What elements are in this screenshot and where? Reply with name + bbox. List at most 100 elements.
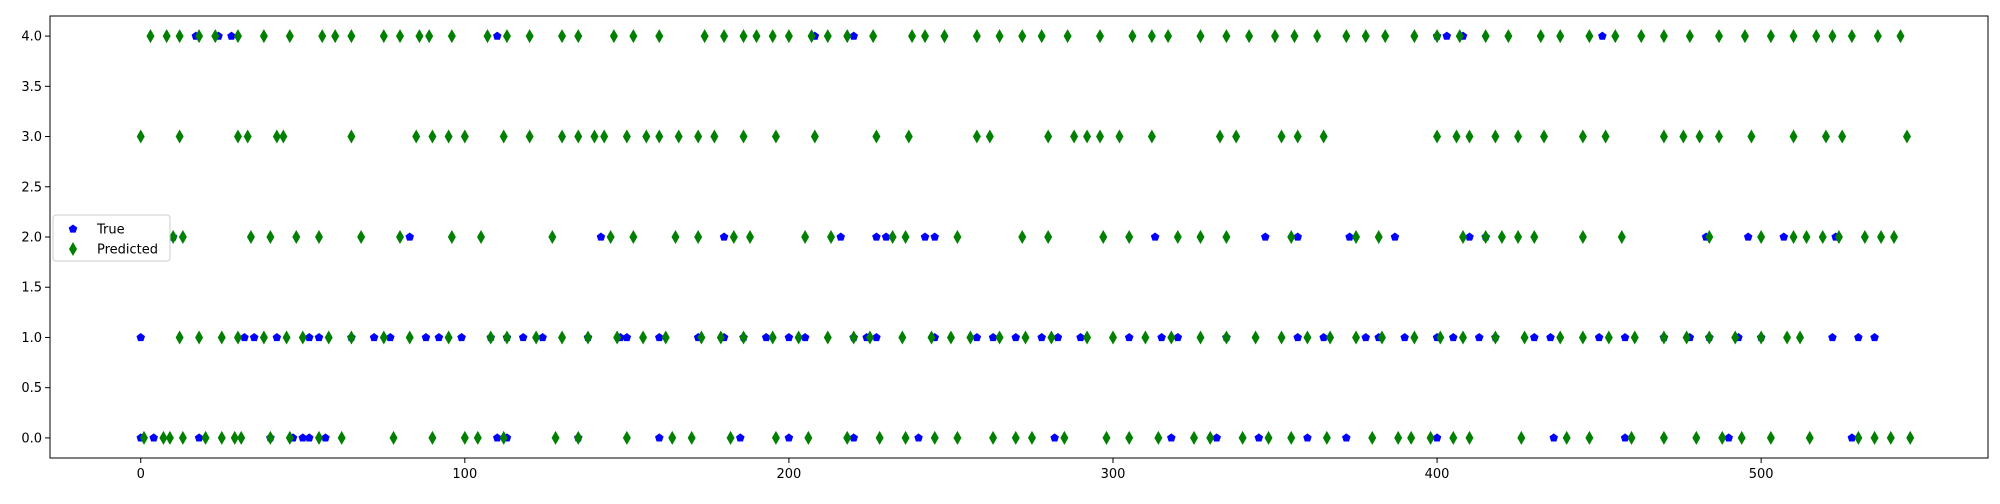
- data-point-true: [1124, 333, 1134, 342]
- data-point-true: [1319, 333, 1328, 342]
- data-point-predicted: [298, 330, 307, 345]
- data-point-predicted: [804, 430, 813, 445]
- data-point-predicted: [473, 430, 482, 445]
- data-point-predicted: [1783, 330, 1792, 345]
- data-point-true: [1449, 333, 1458, 342]
- data-point-predicted: [1685, 29, 1694, 44]
- data-point-predicted: [159, 430, 168, 445]
- data-point-predicted: [396, 29, 405, 44]
- data-point-predicted: [823, 330, 832, 345]
- data-point-predicted: [1789, 29, 1798, 44]
- data-point-predicted: [379, 29, 388, 44]
- data-point-predicted: [1147, 29, 1156, 44]
- data-point-predicted: [1115, 129, 1124, 144]
- data-point-true: [321, 433, 330, 442]
- data-point-true: [1724, 433, 1733, 442]
- data-point-predicted: [266, 230, 275, 244]
- data-point-predicted: [1326, 330, 1335, 345]
- data-point-predicted: [720, 29, 729, 44]
- data-point-predicted: [771, 430, 780, 445]
- data-point-true: [518, 333, 528, 342]
- data-point-true: [1847, 433, 1857, 442]
- data-point-predicted: [940, 29, 949, 44]
- data-point-predicted: [716, 330, 725, 345]
- data-point-predicted: [953, 430, 962, 445]
- data-point-predicted: [1125, 230, 1134, 244]
- data-point-predicted: [1222, 29, 1231, 44]
- data-point-predicted: [1277, 129, 1286, 144]
- data-point-predicted: [694, 230, 703, 244]
- data-point-predicted: [347, 29, 356, 44]
- data-point-predicted: [169, 230, 178, 244]
- data-point-predicted: [1047, 330, 1056, 345]
- data-point-predicted: [1128, 29, 1137, 44]
- data-point-predicted: [447, 29, 456, 44]
- data-point-predicted: [1436, 330, 1445, 345]
- data-point-true: [920, 232, 930, 241]
- data-point-predicted: [1452, 129, 1461, 144]
- data-point-predicted: [1796, 330, 1805, 345]
- data-point-predicted: [1805, 430, 1814, 445]
- data-point-true: [1053, 333, 1063, 342]
- data-point-predicted: [279, 129, 288, 144]
- data-point-true: [872, 333, 881, 342]
- y-tick-label: 0.0: [21, 431, 42, 446]
- data-point-predicted: [1659, 29, 1668, 44]
- data-point-predicted: [1449, 430, 1458, 445]
- data-point-predicted: [985, 129, 994, 144]
- data-point-predicted: [1096, 129, 1105, 144]
- data-point-predicted: [574, 430, 583, 445]
- data-point-predicted: [1821, 129, 1830, 144]
- data-point-predicted: [784, 29, 793, 44]
- data-point-predicted: [1695, 129, 1704, 144]
- data-point-true: [1261, 232, 1270, 241]
- data-point-predicted: [285, 29, 294, 44]
- data-point-predicted: [1099, 230, 1108, 244]
- data-point-predicted: [921, 29, 930, 44]
- data-point-predicted: [165, 430, 174, 445]
- data-point-predicted: [904, 129, 913, 144]
- data-point-predicted: [1021, 330, 1030, 345]
- data-point-predicted: [1630, 330, 1639, 345]
- x-tick-label: 300: [1101, 467, 1126, 482]
- data-point-true: [457, 333, 466, 342]
- data-point-predicted: [1718, 430, 1727, 445]
- data-point-predicted: [1196, 29, 1205, 44]
- data-point-true: [1828, 333, 1837, 342]
- data-point-predicted: [246, 230, 255, 244]
- data-point-predicted: [314, 430, 323, 445]
- data-point-predicted: [548, 230, 557, 244]
- data-point-true: [761, 333, 771, 342]
- data-point-true: [1743, 232, 1753, 241]
- data-point-predicted: [1125, 430, 1134, 445]
- data-point-predicted: [337, 430, 346, 445]
- data-point-true: [1530, 333, 1539, 342]
- data-point-predicted: [1319, 129, 1328, 144]
- data-point-predicted: [746, 230, 755, 244]
- data-point-predicted: [1731, 330, 1740, 345]
- x-tick-label: 500: [1749, 467, 1774, 482]
- data-point-predicted: [1705, 230, 1714, 244]
- data-point-predicted: [1206, 430, 1215, 445]
- data-point-predicted: [1896, 29, 1905, 44]
- data-point-predicted: [1812, 29, 1821, 44]
- data-point-predicted: [146, 29, 155, 44]
- data-point-true: [1157, 333, 1166, 342]
- data-point-predicted: [810, 129, 819, 144]
- data-point-predicted: [1679, 129, 1688, 144]
- data-point-predicted: [1530, 230, 1539, 244]
- data-point-true: [1050, 433, 1059, 442]
- data-point-true: [1303, 433, 1312, 442]
- data-point-predicted: [233, 330, 242, 345]
- legend-box: [52, 214, 171, 262]
- data-point-predicted: [1215, 129, 1224, 144]
- data-point-predicted: [609, 29, 618, 44]
- data-point-predicted: [1692, 430, 1701, 445]
- data-point-predicted: [1481, 29, 1490, 44]
- data-point-predicted: [1108, 330, 1117, 345]
- data-point-predicted: [1044, 129, 1053, 144]
- data-point-predicted: [697, 330, 706, 345]
- data-point-predicted: [1757, 230, 1766, 244]
- data-point-predicted: [1060, 430, 1069, 445]
